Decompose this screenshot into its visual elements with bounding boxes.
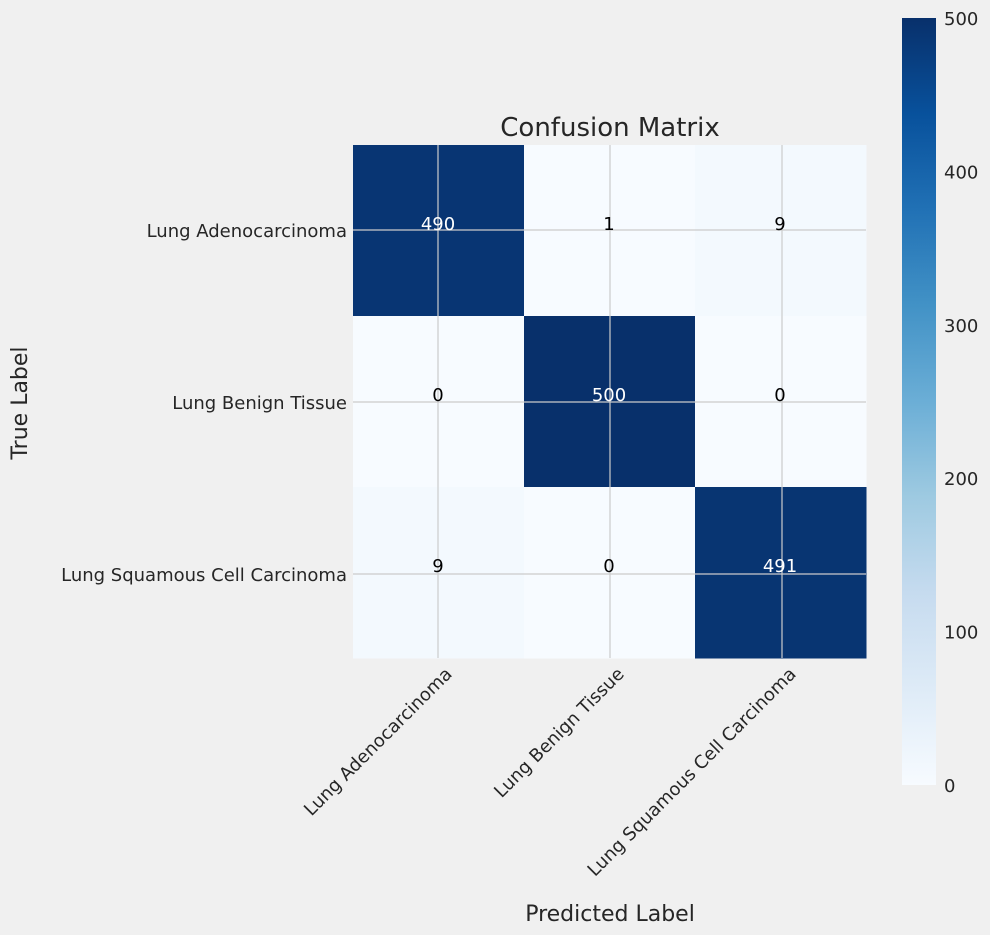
colorbar-tick-label: 0 bbox=[944, 776, 955, 797]
heatmap-cell bbox=[353, 487, 525, 659]
grid-lines bbox=[353, 145, 866, 658]
cell-value-label: 500 bbox=[592, 385, 626, 406]
colorbar bbox=[902, 18, 936, 785]
cell-value-label: 1 bbox=[603, 214, 614, 235]
y-tick-label: Lung Benign Tissue bbox=[172, 393, 347, 414]
heatmap-cell bbox=[353, 145, 525, 317]
cell-value-label: 9 bbox=[432, 556, 443, 577]
cell-value-label: 490 bbox=[421, 214, 455, 235]
cell-value-label: 0 bbox=[432, 385, 443, 406]
x-axis-label: Predicted Label bbox=[525, 902, 695, 927]
colorbar-tick-label: 100 bbox=[944, 623, 978, 644]
heatmap-cell bbox=[695, 487, 867, 659]
cell-value-label: 491 bbox=[763, 556, 797, 577]
cell-value-label: 0 bbox=[774, 385, 785, 406]
colorbar-ticks: 0 100 200 300 400 500 bbox=[944, 9, 978, 797]
cell-value-label: 9 bbox=[774, 214, 785, 235]
colorbar-tick-label: 200 bbox=[944, 469, 978, 490]
cell-value-label: 0 bbox=[603, 556, 614, 577]
y-axis-label: True Label bbox=[8, 346, 33, 460]
y-tick-label: Lung Squamous Cell Carcinoma bbox=[61, 565, 347, 586]
colorbar-tick-label: 300 bbox=[944, 316, 978, 337]
colorbar-tick-label: 400 bbox=[944, 162, 978, 183]
chart-title: Confusion Matrix bbox=[500, 113, 719, 143]
y-tick-label: Lung Adenocarcinoma bbox=[147, 221, 347, 242]
y-tick-labels: Lung Adenocarcinoma Lung Benign Tissue Lun… bbox=[61, 221, 347, 586]
cell-value-labels: 490 1 9 0 500 0 9 0 491 bbox=[421, 214, 797, 577]
heatmap-cell bbox=[695, 145, 867, 317]
colorbar-tick-label: 500 bbox=[944, 9, 978, 30]
